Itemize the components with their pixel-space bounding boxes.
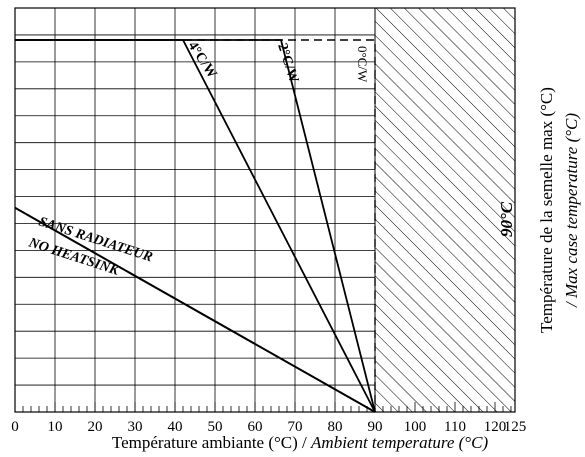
x-tick-label: 0: [11, 419, 19, 435]
x-tick-label: 100: [404, 419, 427, 435]
y-axis-title-fr: Température de la semelle max (°C): [537, 87, 556, 333]
x-tick-label: 30: [128, 419, 143, 435]
x-tick-label: 70: [288, 419, 303, 435]
max-case-temperature-label: 90°C: [497, 201, 516, 237]
y-axis-title-en: / Max case temperature (°C): [562, 113, 581, 308]
x-tick-label: 20: [88, 419, 103, 435]
x-tick-label: 50: [208, 419, 223, 435]
x-axis-title-en: Ambient temperature (°C): [310, 433, 488, 452]
x-tick-label: 40: [168, 419, 183, 435]
x-tick-label: 90: [368, 419, 383, 435]
x-tick-label: 120: [484, 419, 507, 435]
x-tick-label: 10: [48, 419, 63, 435]
series-label-0cw: 0°C/W: [355, 46, 370, 83]
x-tick-label: 80: [328, 419, 343, 435]
series-line-0cw: [15, 39, 376, 412]
x-tick-label: 125: [504, 419, 527, 435]
x-axis-ticks: [14, 402, 516, 412]
series-lines: [14, 39, 376, 413]
series-line-sans-radiateur: [14, 206, 376, 413]
x-tick-label: 60: [248, 419, 263, 435]
grid: [15, 8, 375, 412]
x-axis-title-fr: Température ambiante (°C) /: [112, 433, 311, 452]
series-label-2cw: 2°C/W: [274, 42, 301, 85]
x-tick-label: 110: [444, 419, 466, 435]
plot-frame: [14, 7, 516, 413]
x-axis-title: Température ambiante (°C) / Ambient temp…: [112, 433, 489, 452]
max-case-temperature-region: [374, 7, 516, 413]
